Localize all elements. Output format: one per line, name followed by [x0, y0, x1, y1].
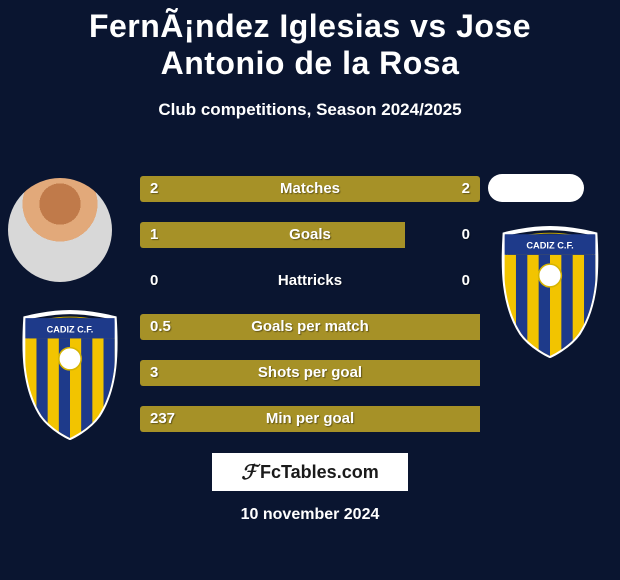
- branding-mark-icon: ℱ: [241, 460, 257, 485]
- page-title: FernÃ¡ndez Iglesias vs Jose Antonio de l…: [0, 0, 620, 82]
- branding-text: FcTables.com: [260, 462, 379, 483]
- stat-row: 10Goals: [140, 222, 480, 248]
- page-subtitle: Club competitions, Season 2024/2025: [0, 100, 620, 120]
- stat-row: 0.5Goals per match: [140, 314, 480, 340]
- infographic-date: 10 november 2024: [0, 506, 620, 524]
- svg-text:CADIZ C.F.: CADIZ C.F.: [526, 241, 573, 251]
- stat-label: Goals per match: [140, 314, 480, 340]
- stat-label: Hattricks: [140, 268, 480, 294]
- player-left-photo: [8, 178, 112, 282]
- stat-label: Min per goal: [140, 406, 480, 432]
- branding-fctables: ℱ FcTables.com: [211, 452, 409, 492]
- stat-label: Goals: [140, 222, 480, 248]
- stat-label: Matches: [140, 176, 480, 202]
- club-shield-left: CADIZ C.F.: [18, 310, 122, 440]
- stat-row: 00Hattricks: [140, 268, 480, 294]
- svg-text:CADIZ C.F.: CADIZ C.F.: [47, 324, 94, 334]
- stat-row: 3Shots per goal: [140, 360, 480, 386]
- player-right-photo-placeholder: [488, 174, 584, 202]
- stat-row: 22Matches: [140, 176, 480, 202]
- stat-label: Shots per goal: [140, 360, 480, 386]
- club-shield-right: CADIZ C.F.: [498, 226, 602, 358]
- stat-row: 237Min per goal: [140, 406, 480, 432]
- comparison-bars: 22Matches 10Goals 00Hattricks 0.5Goals per …: [140, 176, 480, 452]
